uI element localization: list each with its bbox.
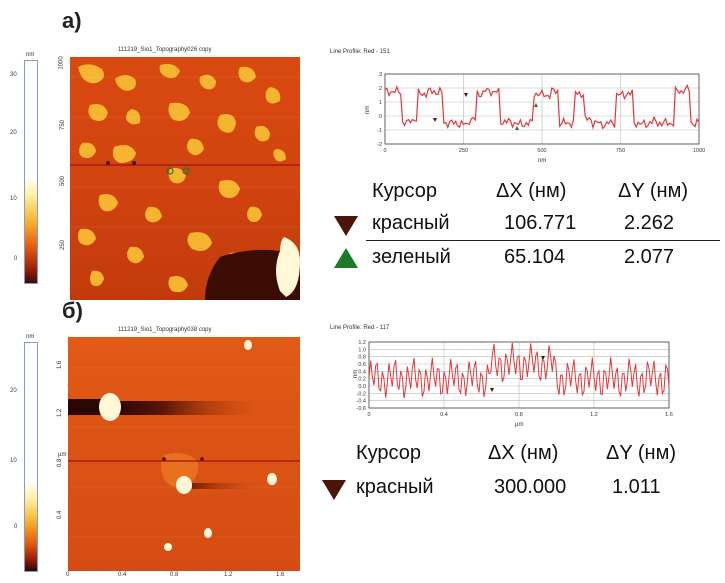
afm-a-ytick-1000: 1000: [58, 56, 65, 70]
cursor-a-red-name: красный: [372, 212, 450, 234]
pa-ytick: 0: [379, 114, 382, 120]
cursor-a-red-dx: 106.771: [504, 212, 577, 234]
profile-b-title: Line Profile: Red - 117: [330, 325, 390, 331]
colorbar-b-tick-0: 0: [14, 524, 18, 530]
red-cursor-marker-b: [322, 480, 346, 500]
cursor-a-divider: [366, 240, 720, 241]
cursor-a-red-dy: 2.262: [624, 212, 675, 234]
pb-xtick: 0.4: [440, 412, 448, 418]
afm-b-yunit: µm: [58, 452, 67, 458]
pb-ytick: -0.2: [357, 391, 366, 397]
pa-ytick: 1: [379, 100, 382, 106]
pa-xtick: 750: [616, 148, 625, 154]
colorbar-a: [24, 60, 38, 284]
cursor-header-a: Курсор: [372, 180, 438, 202]
pa-xtick: 1000: [693, 148, 705, 154]
pb-ytick: 0.4: [358, 369, 366, 375]
colorbar-b-unit: nm: [26, 334, 35, 340]
afm-image-a: [70, 57, 300, 300]
pb-xtick: 1.6: [665, 412, 673, 418]
panel-b-label: б): [62, 298, 83, 323]
cursor-header-b: Курсор: [356, 442, 422, 464]
afm-b-ytick-08: 0.8: [57, 458, 64, 468]
afm-a-ytick-250: 250: [60, 239, 67, 251]
profile-b-chart: 1.21.00.80.60.40.20.0-0.2-0.4-0.6 0 0.4 0.…: [353, 340, 673, 428]
green-cursor-marker-a: [334, 248, 358, 268]
pb-xtick: 0: [367, 412, 370, 418]
cursor-header-a-dx: ΔX (нм): [496, 180, 567, 202]
afm-image-b: [68, 337, 300, 571]
profile-a-ylabel: nm: [365, 106, 371, 114]
pb-ytick: 1.0: [358, 347, 366, 353]
cursor-a-green-name: зеленый: [372, 246, 451, 268]
profile-a-xlabel: nm: [538, 158, 546, 164]
cursor-header-b-dy: ΔY (нм): [606, 442, 677, 464]
afm-b-ytick-12: 1.2: [57, 408, 64, 418]
afm-b-xtick-12: 1.2: [224, 572, 233, 578]
pb-ytick: -0.4: [357, 399, 366, 405]
profile-a-title: Line Profile: Red - 151: [330, 49, 390, 55]
afm-b-xtick-0: 0: [66, 572, 70, 578]
pb-ytick: 0.8: [358, 355, 366, 361]
cursor-table-b: Курсор ΔX (нм) ΔY (нм) красный 300.000 1…: [316, 438, 716, 508]
cursor-a-green-dy: 2.077: [624, 246, 675, 268]
cursor-b-red-dx: 300.000: [494, 476, 567, 498]
colorbar-a-tick-20: 20: [10, 130, 17, 136]
colorbar-b: [24, 342, 38, 572]
pb-ytick: -0.6: [357, 406, 366, 412]
afm-b-xtick-08: 0.8: [170, 572, 179, 578]
afm-b-xticks: 0 0.4 0.8 1.2 1.6: [66, 572, 300, 582]
cursor-table-a: Курсор ΔX (нм) ΔY (нм) красный 106.771 2…: [330, 176, 720, 276]
afm-b-ytick-04: 0.4: [57, 510, 64, 520]
pb-xtick: 0.8: [515, 412, 523, 418]
cursor-a-green-dx: 65.104: [504, 246, 566, 268]
cursor-b-red-dy: 1.011: [612, 476, 661, 498]
cursor-b-red-name: красный: [356, 476, 434, 498]
afm-a-title: 111219_Sio1_Topography026 copy: [118, 47, 212, 53]
profile-b-ylabel: nm: [353, 370, 359, 378]
afm-b-xtick-16: 1.6: [276, 572, 285, 578]
red-cursor-marker-a: [334, 216, 358, 236]
colorbar-b-tick-20: 20: [10, 388, 17, 394]
afm-a-ytick-500: 500: [60, 175, 67, 187]
afm-b-title: 111219_Sio1_Topography038 copy: [118, 327, 212, 333]
profile-a-chart: 3 2 1 0 -1 -2 0 250 500 750 1000 nm nm: [365, 72, 705, 164]
panel-a-label: а): [62, 8, 82, 33]
colorbar-a-tick-0: 0: [14, 256, 18, 262]
colorbar-a-tick-30: 30: [10, 72, 17, 78]
pa-xtick: 250: [459, 148, 468, 154]
colorbar-a-unit: nm: [26, 52, 35, 58]
pa-xtick: 500: [537, 148, 546, 154]
pb-ytick: 0.6: [358, 362, 366, 368]
pa-ytick: 2: [379, 86, 382, 92]
afm-a-ytick-750: 750: [60, 119, 67, 131]
cursor-header-b-dx: ΔX (нм): [488, 442, 559, 464]
cursor-header-a-dy: ΔY (нм): [618, 180, 689, 202]
pa-ytick: -1: [377, 128, 382, 134]
pb-xtick: 1.2: [590, 412, 598, 418]
colorbar-a-tick-10: 10: [10, 196, 17, 202]
pa-xtick: 0: [383, 148, 386, 154]
profile-b-xlabel: µm: [515, 422, 523, 428]
colorbar-b-tick-10: 10: [10, 458, 17, 464]
afm-b-ytick-16: 1.6: [57, 360, 64, 370]
pa-ytick: -2: [377, 142, 382, 148]
pb-ytick: 0.2: [358, 377, 366, 383]
afm-b-xtick-04: 0.4: [118, 572, 127, 578]
pb-ytick: 0.0: [358, 384, 366, 390]
pb-ytick: 1.2: [358, 340, 366, 346]
pa-ytick: 3: [379, 72, 382, 78]
